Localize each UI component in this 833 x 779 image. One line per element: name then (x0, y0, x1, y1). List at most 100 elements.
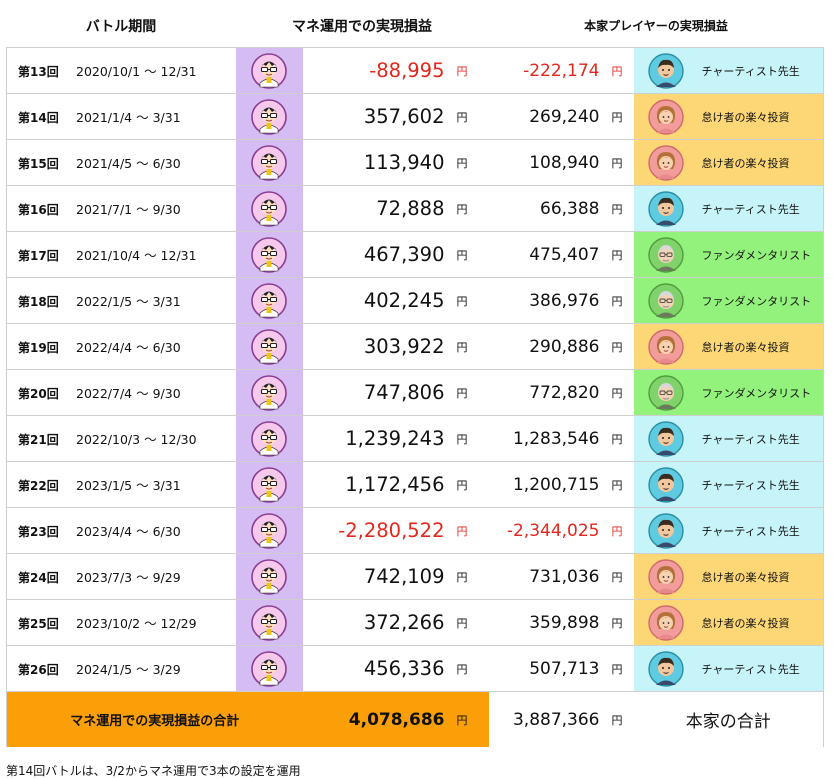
player-cell: チャーティスト先生 (633, 47, 824, 94)
yen-unit: 円 (611, 93, 634, 140)
mane-avatar-icon (251, 512, 287, 549)
mane-avatar-icon (251, 144, 287, 181)
period-range: 2021/4/5 〜 6/30 (76, 156, 181, 171)
yen-unit: 円 (611, 507, 634, 554)
mane-value: 1,239,243 (302, 415, 457, 462)
player-name: チャーティスト先生 (701, 524, 800, 538)
mane-value: -88,995 (302, 47, 457, 94)
yen-unit: 円 (456, 185, 489, 232)
table-row: 第17回 2021/10/4 〜 12/31 467,390 円 475,407 円ファン… (6, 231, 824, 278)
round-label: 第16回 (18, 203, 59, 217)
player-name: チャーティスト先生 (701, 64, 800, 78)
chartist-avatar-icon (647, 420, 684, 457)
lazy-investor-avatar-icon (647, 558, 684, 595)
header-period: バトル期間 (85, 18, 157, 35)
lazy-investor-avatar-icon (647, 328, 684, 365)
table-row: 第21回 2022/10/3 〜 12/30 1,239,243 円 1,283,546… (6, 415, 824, 462)
player-value: 772,820 (488, 369, 612, 416)
period-cell: 第15回 2021/4/5 〜 6/30 (6, 139, 236, 186)
yen-unit: 円 (456, 645, 489, 692)
player-name: チャーティスト先生 (701, 432, 800, 446)
mane-avatar-cell (235, 93, 303, 140)
lazy-investor-avatar-icon (647, 604, 684, 641)
player-name: 怠け者の楽々投資 (701, 156, 790, 170)
yen-unit: 円 (456, 323, 489, 370)
mane-avatar-icon (251, 558, 287, 595)
round-label: 第13回 (18, 65, 59, 79)
mane-avatar-icon (251, 650, 287, 687)
chartist-avatar-icon (647, 650, 684, 687)
period-range: 2020/10/1 〜 12/31 (76, 64, 197, 79)
mane-avatar-icon (251, 604, 287, 641)
player-cell: 怠け者の楽々投資 (633, 553, 824, 600)
table-row: 第22回 2023/1/5 〜 3/31 1,172,456 円 1,200,715 円チ… (6, 461, 824, 508)
round-label: 第24回 (18, 571, 59, 585)
player-value: 1,200,715 (488, 461, 612, 508)
round-label: 第15回 (18, 157, 59, 171)
player-value: 359,898 (488, 599, 612, 646)
player-name: ファンダメンタリスト (701, 248, 812, 262)
period-cell: 第21回 2022/10/3 〜 12/30 (6, 415, 236, 462)
player-cell: 怠け者の楽々投資 (633, 139, 824, 186)
yen-unit: 円 (456, 47, 489, 94)
yen-unit: 円 (456, 691, 489, 747)
player-cell: チャーティスト先生 (633, 185, 824, 232)
total-label: マネ運用での実現損益の合計 (6, 691, 303, 747)
player-cell: 怠け者の楽々投資 (633, 93, 824, 140)
period-range: 2022/7/4 〜 9/30 (76, 386, 181, 401)
player-value: -222,174 (488, 47, 612, 94)
mane-avatar-cell (235, 369, 303, 416)
mane-avatar-icon (251, 282, 287, 319)
yen-unit: 円 (456, 507, 489, 554)
yen-unit: 円 (611, 645, 634, 692)
total-row: マネ運用での実現損益の合計 4,078,686 円 3,887,366 円 本家… (6, 691, 824, 747)
mane-avatar-cell (235, 323, 303, 370)
yen-unit: 円 (611, 461, 634, 508)
table-row: 第19回 2022/4/4 〜 6/30 303,922 円 290,886 円怠け者の楽… (6, 323, 824, 370)
table-row: 第14回 2021/1/4 〜 3/31 357,602 円 269,240 円怠け者の楽… (6, 93, 824, 140)
period-cell: 第13回 2020/10/1 〜 12/31 (6, 47, 236, 94)
yen-unit: 円 (456, 599, 489, 646)
mane-avatar-cell (235, 139, 303, 186)
player-value: 386,976 (488, 277, 612, 324)
mane-value: 113,940 (302, 139, 457, 186)
period-cell: 第19回 2022/4/4 〜 6/30 (6, 323, 236, 370)
yen-unit: 円 (456, 231, 489, 278)
mane-avatar-icon (251, 466, 287, 503)
period-cell: 第20回 2022/7/4 〜 9/30 (6, 369, 236, 416)
mane-avatar-cell (235, 47, 303, 94)
yen-unit: 円 (611, 553, 634, 600)
player-value: 290,886 (488, 323, 612, 370)
period-range: 2024/1/5 〜 3/29 (76, 662, 181, 677)
lazy-investor-avatar-icon (647, 98, 684, 135)
yen-unit: 円 (611, 231, 634, 278)
mane-value: 303,922 (302, 323, 457, 370)
header-player: 本家プレイヤーの実現損益 (584, 19, 728, 33)
mane-avatar-icon (251, 328, 287, 365)
table-row: 第16回 2021/7/1 〜 9/30 72,888 円 66,388 円チャーティスト… (6, 185, 824, 232)
period-cell: 第18回 2022/1/5 〜 3/31 (6, 277, 236, 324)
yen-unit: 円 (611, 47, 634, 94)
player-name: 怠け者の楽々投資 (701, 570, 790, 584)
player-cell: 怠け者の楽々投資 (633, 323, 824, 370)
player-value: 108,940 (488, 139, 612, 186)
round-label: 第23回 (18, 525, 59, 539)
player-name: チャーティスト先生 (701, 662, 800, 676)
period-cell: 第26回 2024/1/5 〜 3/29 (6, 645, 236, 692)
player-cell: ファンダメンタリスト (633, 231, 824, 278)
header-mane: マネ運用での実現損益 (292, 18, 432, 35)
round-label: 第19回 (18, 341, 59, 355)
player-name: 怠け者の楽々投資 (701, 340, 790, 354)
yen-unit: 円 (611, 277, 634, 324)
period-range: 2022/1/5 〜 3/31 (76, 294, 181, 309)
table-row: 第18回 2022/1/5 〜 3/31 402,245 円 386,976 円ファンダメ… (6, 277, 824, 324)
chartist-avatar-icon (647, 466, 684, 503)
total-player-label: 本家の合計 (633, 691, 824, 747)
yen-unit: 円 (611, 323, 634, 370)
table-row: 第24回 2023/7/3 〜 9/29 742,109 円 731,036 円怠け者の楽… (6, 553, 824, 600)
mane-value: 72,888 (302, 185, 457, 232)
mane-avatar-cell (235, 553, 303, 600)
period-range: 2023/1/5 〜 3/31 (76, 478, 181, 493)
player-value: 66,388 (488, 185, 612, 232)
round-label: 第21回 (18, 433, 59, 447)
